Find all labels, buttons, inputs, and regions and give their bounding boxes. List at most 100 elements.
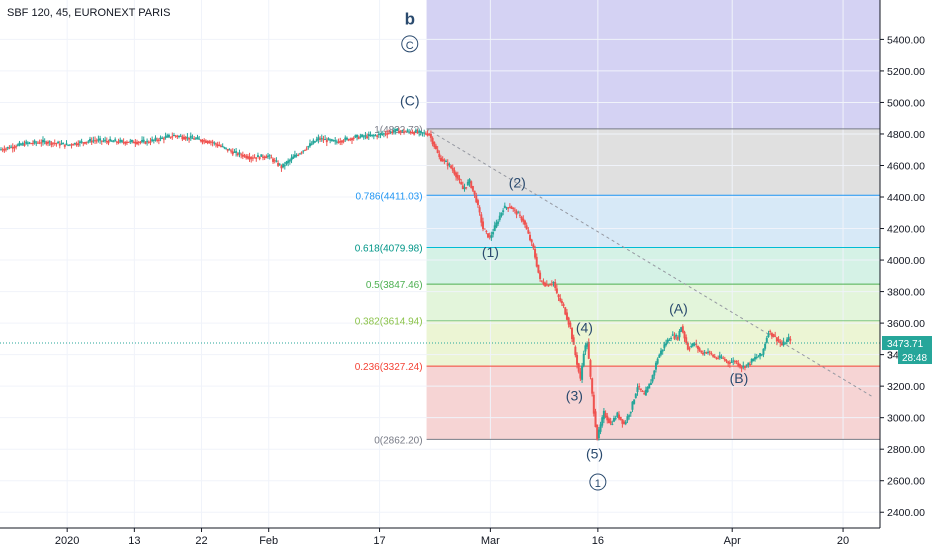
candle-body bbox=[94, 140, 97, 142]
price-tick-label: 5400.00 bbox=[887, 34, 925, 46]
candle-body bbox=[508, 206, 511, 208]
candle-body bbox=[498, 215, 501, 220]
candle-body bbox=[789, 338, 792, 341]
candle-body bbox=[191, 138, 194, 140]
candle-body bbox=[586, 343, 589, 347]
candle-body bbox=[169, 136, 172, 138]
candle-body bbox=[267, 155, 270, 157]
candle-body bbox=[507, 207, 510, 209]
candle-body bbox=[73, 142, 76, 144]
candle-body bbox=[564, 307, 567, 315]
candle-body bbox=[451, 167, 454, 171]
candle-body bbox=[478, 207, 481, 213]
fib-level-label: 0.382(3614.94) bbox=[355, 317, 423, 328]
candle-body bbox=[20, 144, 23, 146]
candle-body bbox=[527, 230, 530, 234]
candle-body bbox=[628, 415, 631, 417]
candle-body bbox=[542, 281, 545, 285]
candle-body bbox=[708, 351, 711, 353]
candle-body bbox=[596, 424, 599, 440]
candle-body bbox=[208, 141, 211, 144]
candle-body bbox=[35, 142, 38, 144]
candle-body bbox=[95, 140, 98, 142]
fib-level-label: 0.786(4411.03) bbox=[355, 191, 422, 202]
candle-body bbox=[214, 143, 217, 145]
candle-body bbox=[225, 147, 228, 149]
candle-body bbox=[453, 170, 456, 175]
candle-body bbox=[47, 141, 50, 144]
candle-body bbox=[85, 141, 88, 143]
candle-body bbox=[742, 365, 745, 368]
candle-body bbox=[384, 133, 387, 135]
candle-body bbox=[579, 371, 582, 379]
candle-body bbox=[436, 149, 439, 153]
candle-body bbox=[461, 185, 464, 190]
candle-body bbox=[127, 141, 130, 143]
candle-body bbox=[228, 149, 231, 151]
candle-body bbox=[466, 181, 469, 186]
candle-body bbox=[5, 148, 8, 150]
time-tick-label: 20 bbox=[837, 535, 849, 547]
candle-body bbox=[174, 135, 177, 137]
price-tick-label: 5000.00 bbox=[887, 97, 925, 109]
candle-body bbox=[787, 337, 790, 341]
candle-body bbox=[584, 345, 587, 352]
candle-body bbox=[211, 141, 214, 143]
candle-body bbox=[743, 366, 746, 368]
candle-body bbox=[265, 156, 268, 159]
candle-body bbox=[15, 146, 18, 148]
candle-body bbox=[245, 155, 248, 159]
candle-body bbox=[57, 141, 60, 144]
candle-body bbox=[315, 139, 318, 142]
candle-body bbox=[26, 142, 29, 144]
candle-body bbox=[33, 140, 36, 143]
candle-body bbox=[651, 375, 654, 382]
candle-body bbox=[394, 128, 397, 132]
candle-body bbox=[330, 139, 333, 141]
candle-body bbox=[146, 140, 149, 142]
candle-body bbox=[392, 131, 395, 133]
candle-body bbox=[13, 146, 16, 148]
candle-body bbox=[606, 415, 609, 421]
candle-body bbox=[80, 141, 83, 143]
candle-body bbox=[399, 131, 402, 133]
candle-body bbox=[752, 358, 755, 361]
candle-body bbox=[263, 156, 266, 159]
candle-body bbox=[68, 144, 71, 146]
candle-body bbox=[555, 288, 558, 294]
candle-body bbox=[159, 137, 162, 140]
candle-body bbox=[350, 138, 353, 141]
candle-body bbox=[419, 131, 422, 133]
time-axis-bg bbox=[0, 528, 932, 550]
candle-body bbox=[193, 138, 196, 140]
candle-body bbox=[423, 132, 426, 134]
time-tick-label: Apr bbox=[724, 535, 741, 547]
candle-body bbox=[688, 348, 691, 350]
candle-body bbox=[67, 144, 70, 146]
trendline[interactable] bbox=[426, 128, 874, 398]
candle-body bbox=[599, 424, 602, 432]
candle-body bbox=[345, 137, 348, 140]
candle-body bbox=[204, 140, 207, 143]
candle-body bbox=[58, 143, 61, 146]
candle-body bbox=[515, 211, 518, 215]
candle-body bbox=[572, 337, 575, 345]
candle-body bbox=[492, 232, 495, 235]
candle-body bbox=[277, 162, 280, 166]
candle-body bbox=[293, 154, 296, 158]
candle-body bbox=[110, 140, 113, 142]
candle-body bbox=[569, 322, 572, 328]
candle-body bbox=[774, 335, 777, 337]
candle-body bbox=[525, 225, 528, 230]
candle-body bbox=[707, 351, 710, 353]
candle-body bbox=[334, 140, 337, 142]
candle-body bbox=[565, 312, 568, 320]
candle-body bbox=[78, 141, 81, 143]
candle-body bbox=[90, 140, 93, 143]
candle-body bbox=[83, 142, 86, 144]
candle-body bbox=[305, 148, 308, 150]
candle-body bbox=[374, 135, 377, 137]
candle-body bbox=[408, 131, 411, 133]
candle-body bbox=[119, 139, 122, 142]
